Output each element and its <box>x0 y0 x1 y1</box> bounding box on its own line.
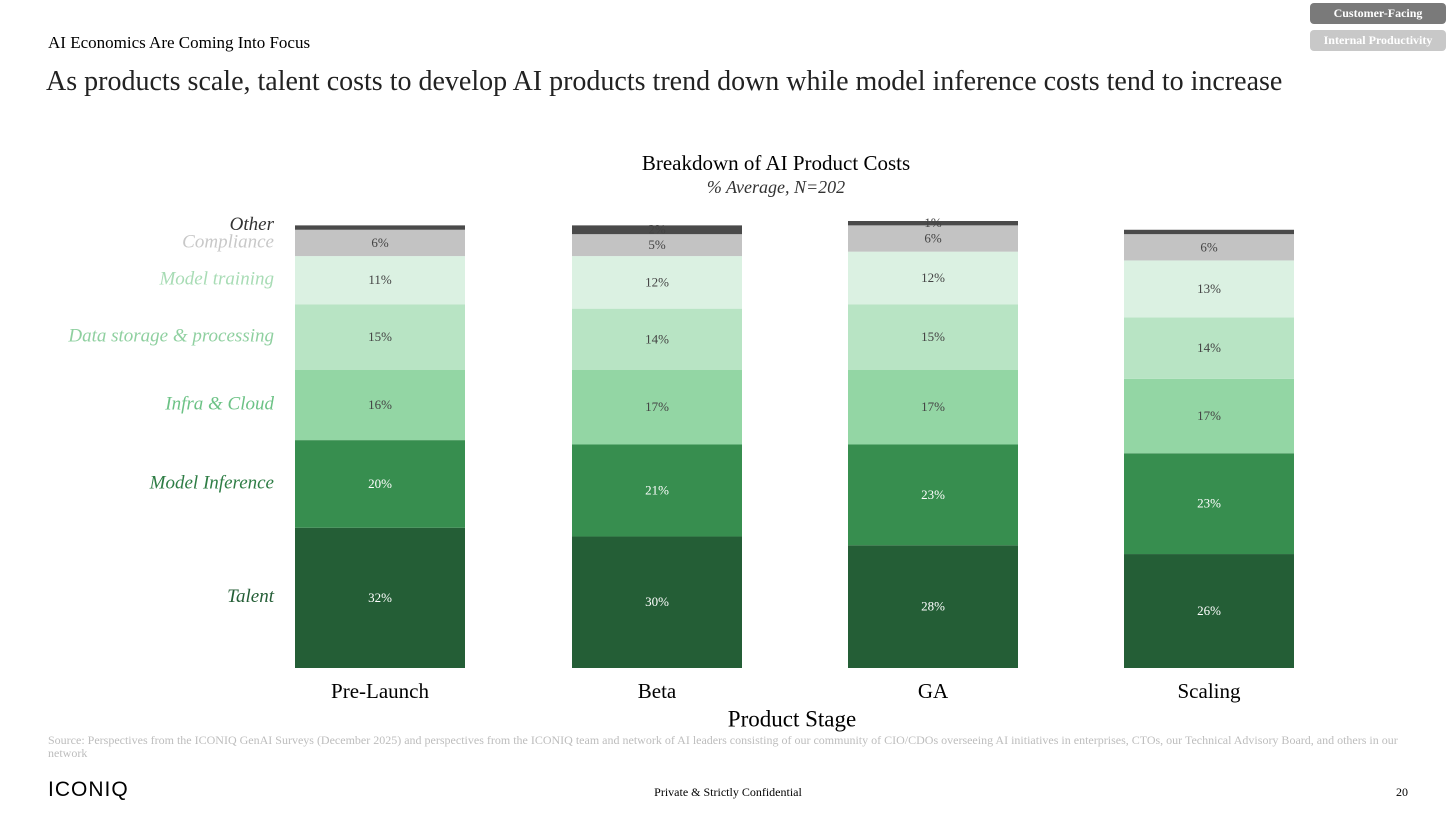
legend-label: Model training <box>158 269 274 290</box>
data-label: 20% <box>368 476 392 491</box>
x-tick-label: Scaling <box>1178 679 1241 703</box>
bar-segment <box>572 536 742 668</box>
bar-segment <box>572 308 742 370</box>
header-title: AI Economics Are Coming Into Focus <box>48 33 311 52</box>
data-label: 1% <box>924 215 942 230</box>
data-label: 5% <box>648 237 666 252</box>
chart: Breakdown of AI Product Costs % Average,… <box>67 151 1294 731</box>
data-label: 12% <box>921 270 945 285</box>
data-label: 11% <box>368 272 392 287</box>
data-label: 15% <box>368 329 392 344</box>
x-tick-label: Beta <box>638 679 677 703</box>
data-label: 23% <box>1197 496 1221 511</box>
data-label: 30% <box>645 594 669 609</box>
bar-segment <box>295 225 465 230</box>
data-label: 32% <box>368 590 392 605</box>
bar-segment <box>848 251 1018 305</box>
data-label: 17% <box>1197 408 1221 423</box>
data-label: 6% <box>1200 239 1218 254</box>
bar-segment <box>1124 234 1294 261</box>
bar-segment <box>848 444 1018 546</box>
bar-segment <box>848 221 1018 226</box>
data-label: 12% <box>645 274 669 289</box>
legend-label: Model Inference <box>149 472 274 493</box>
bar-segment <box>1124 260 1294 318</box>
bar-segment <box>295 256 465 305</box>
data-label: 17% <box>921 399 945 414</box>
data-label: 26% <box>1197 603 1221 618</box>
bar-segment <box>1124 378 1294 454</box>
legend-label: Compliance <box>182 231 274 252</box>
chart-title: Breakdown of AI Product Costs <box>642 151 910 175</box>
data-label: 23% <box>921 487 945 502</box>
bar-segment <box>295 527 465 668</box>
data-label: 13% <box>1197 281 1221 296</box>
bar-segment <box>295 229 465 257</box>
data-label: 15% <box>921 329 945 344</box>
legend-label: Infra & Cloud <box>164 393 274 414</box>
page-number: 20 <box>1396 785 1408 799</box>
bar-segment <box>572 234 742 257</box>
logo: ICONIQ <box>48 778 129 801</box>
data-label: 2% <box>648 222 666 237</box>
legend-label: Data storage & processing <box>67 325 274 346</box>
bar-segment <box>1124 453 1294 555</box>
chart-subtitle: % Average, N=202 <box>707 177 845 197</box>
bar-segment <box>1124 317 1294 379</box>
data-label: 16% <box>368 397 392 412</box>
x-tick-label: Pre-Launch <box>331 679 429 703</box>
bar-segment <box>848 545 1018 668</box>
bar-segment <box>1124 554 1294 668</box>
data-label: 14% <box>645 331 669 346</box>
data-label: 14% <box>1197 340 1221 355</box>
tab-button[interactable]: Internal Productivity <box>1310 30 1446 51</box>
data-label: 17% <box>645 399 669 414</box>
bar-segment <box>1124 229 1294 235</box>
bar-segment <box>572 370 742 445</box>
data-label: 28% <box>921 599 945 614</box>
bar-segment <box>295 440 465 528</box>
confidential-note: Private & Strictly Confidential <box>654 785 802 799</box>
data-label: 21% <box>645 482 669 497</box>
bar-segment <box>572 444 742 537</box>
data-label: 6% <box>371 235 389 250</box>
bar-segment <box>848 370 1018 445</box>
source-note: Source: Perspectives from the ICONIQ Gen… <box>48 733 1398 760</box>
bar-segment <box>295 370 465 441</box>
x-axis-label: Product Stage <box>728 706 856 731</box>
bar-segment <box>848 225 1018 252</box>
headline: As products scale, talent costs to devel… <box>46 66 1283 97</box>
data-label: 6% <box>924 231 942 246</box>
bar-segment <box>572 256 742 309</box>
x-tick-label: GA <box>918 679 949 703</box>
bar-segment <box>848 304 1018 370</box>
bar-segment <box>572 225 742 235</box>
legend-label: Talent <box>227 586 275 607</box>
legend-label: Other <box>230 214 275 235</box>
bar-segment <box>295 304 465 370</box>
